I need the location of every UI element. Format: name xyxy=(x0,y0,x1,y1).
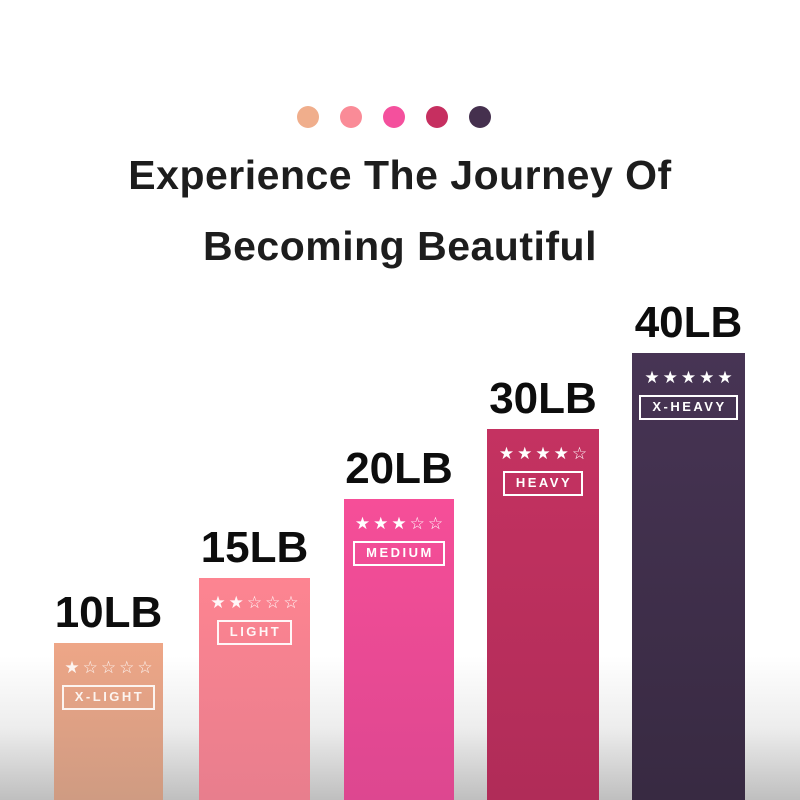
bar-group-30lb: 30LB ★★★★☆ HEAVY xyxy=(487,374,599,800)
bar-value-label: 20LB xyxy=(345,444,453,493)
bar-value-label: 40LB xyxy=(634,298,743,347)
bar-20lb: ★★★☆☆ MEDIUM xyxy=(344,499,454,800)
star-rating-4-of-5: ★★★★☆ xyxy=(498,444,591,464)
bar-value-label: 30LB xyxy=(489,374,597,423)
weight-tag-box: HEAVY xyxy=(502,471,584,497)
bar-group-10lb: 10LB ★☆☆☆☆ X-LIGHT xyxy=(54,588,163,800)
star-rating-5-of-5: ★★★★★ xyxy=(644,368,736,388)
palette-dot-x-light xyxy=(297,106,319,128)
page-title: Experience The Journey Of Becoming Beaut… xyxy=(0,140,800,282)
bar-40lb: ★★★★★ X-HEAVY xyxy=(632,353,745,800)
palette-dot-light xyxy=(340,106,362,128)
weight-tag-box: X-LIGHT xyxy=(61,685,156,711)
bar-10lb: ★☆☆☆☆ X-LIGHT xyxy=(54,643,163,800)
palette-dot-x-heavy xyxy=(469,106,491,128)
bar-group-40lb: 40LB ★★★★★ X-HEAVY xyxy=(632,298,745,800)
palette-dot-heavy xyxy=(426,106,448,128)
star-rating-1-of-5: ★☆☆☆☆ xyxy=(64,658,156,678)
bar-group-15lb: 15LB ★★☆☆☆ LIGHT xyxy=(199,523,310,800)
bar-group-20lb: 20LB ★★★☆☆ MEDIUM xyxy=(344,444,454,800)
star-rating-3-of-5: ★★★☆☆ xyxy=(354,514,447,534)
weight-tag-box: X-HEAVY xyxy=(639,395,738,421)
bar-value-label: 10LB xyxy=(54,588,163,637)
weight-tag-box: LIGHT xyxy=(216,620,293,646)
weight-tag-box: MEDIUM xyxy=(353,541,445,567)
bar-15lb: ★★☆☆☆ LIGHT xyxy=(199,578,310,800)
palette-dot-medium xyxy=(383,106,405,128)
bar-value-label: 15LB xyxy=(200,523,309,572)
page-title-line-2: Becoming Beautiful xyxy=(203,223,597,269)
star-rating-2-of-5: ★★☆☆☆ xyxy=(210,593,302,613)
palette-dots xyxy=(0,106,794,128)
bar-30lb: ★★★★☆ HEAVY xyxy=(487,429,599,800)
page-title-line-1: Experience The Journey Of xyxy=(128,152,672,198)
